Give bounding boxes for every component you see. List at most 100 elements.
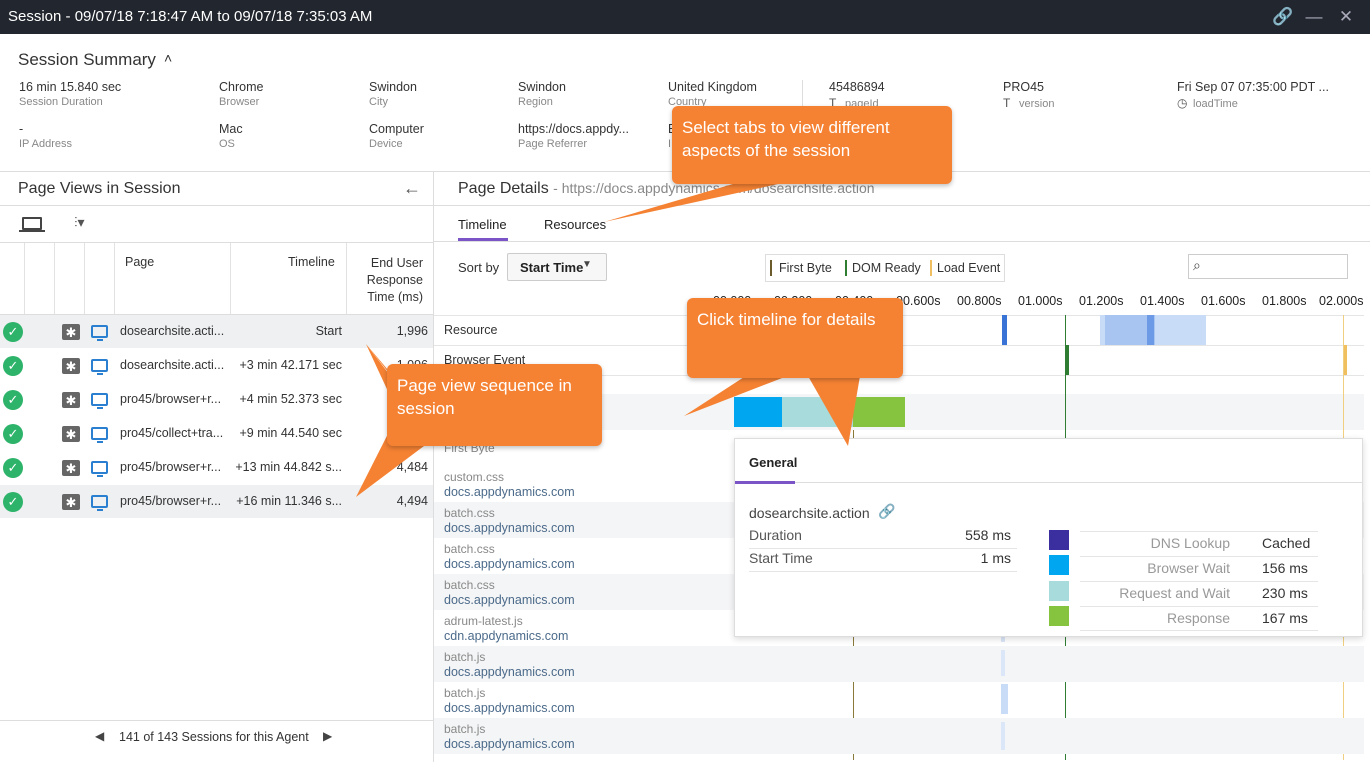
request-color-swatch: [1049, 581, 1069, 601]
resource-row[interactable]: batch.js docs.appdynamics.com: [434, 718, 1364, 754]
close-icon[interactable]: ✕: [1338, 7, 1354, 26]
axis-tick: 01.200s: [1079, 294, 1124, 308]
page-view-row[interactable]: ✓ ✱ pro45/browser+r... +4 min 52.373 sec: [0, 383, 433, 417]
asterisk-icon: ✱: [62, 460, 80, 476]
page-url: - https://docs.appdynamics.com/dosearchs…: [553, 180, 875, 196]
timeline-legend: First Byte DOM Ready Load Event: [765, 254, 1005, 282]
summary-field: Mac OS: [219, 122, 243, 150]
summary-field: Chrome Browser: [219, 80, 264, 108]
text-type-icon: T: [829, 96, 837, 110]
asterisk-icon: ✱: [62, 358, 80, 374]
row-label-resource: Resource: [444, 323, 498, 337]
summary-field: Swindon City: [369, 80, 417, 108]
page-details-header: Page Details - https://docs.appdynamics.…: [458, 180, 875, 198]
timeline-bar-browser-wait[interactable]: [734, 397, 782, 427]
next-page-icon[interactable]: ▶: [323, 729, 333, 743]
success-check-icon: ✓: [3, 390, 23, 410]
summary-field: Computer Device: [369, 122, 424, 150]
tab-resources[interactable]: Resources: [544, 217, 607, 232]
breakdown-row: DNS Lookup Cached: [1080, 531, 1318, 556]
col-header-timeline[interactable]: Timeline: [288, 255, 335, 269]
summary-field: Fri Sep 07 07:35:00 PDT ... ◷ loadTime: [1177, 80, 1329, 110]
link-icon[interactable]: 🔗: [878, 503, 896, 519]
monitor-icon: [91, 495, 108, 511]
active-tab-indicator: [458, 238, 508, 241]
axis-tick: 02.000s: [1319, 294, 1364, 308]
summary-field: https://docs.appdy... Page Referrer: [518, 122, 629, 150]
resource-row[interactable]: batch.js docs.appdynamics.com: [434, 646, 1364, 682]
callout-sequence: Page view sequence in session: [387, 364, 602, 446]
monitor-icon: [91, 359, 108, 375]
clock-icon: ◷: [1177, 96, 1188, 110]
success-check-icon: ✓: [3, 424, 23, 444]
timeline-bar[interactable]: [1002, 315, 1007, 345]
active-tab-indicator: [735, 481, 795, 484]
popup-resource-name: dosearchsite.action: [749, 505, 870, 521]
axis-tick: 00.600s: [896, 294, 941, 308]
text-type-icon: T: [1003, 96, 1011, 110]
resource-row[interactable]: adrum-latest.js cdn.appdynamics.com: [444, 614, 569, 643]
axis-tick: 01.400s: [1140, 294, 1185, 308]
link-icon[interactable]: 🔗: [1272, 7, 1294, 26]
monitor-icon: [91, 461, 108, 477]
summary-field: - IP Address: [19, 122, 72, 150]
chevron-down-icon: ▼: [582, 259, 592, 270]
asterisk-icon: ✱: [62, 494, 80, 510]
asterisk-icon: ✱: [62, 392, 80, 408]
page-view-row[interactable]: ✓ ✱ pro45/collect+tra... +9 min 44.540 s…: [0, 417, 433, 451]
back-arrow-icon[interactable]: ←: [403, 178, 421, 198]
resource-row[interactable]: batch.css docs.appdynamics.com: [444, 542, 575, 571]
summary-field: United Kingdom Country: [668, 80, 757, 108]
success-check-icon: ✓: [3, 458, 23, 478]
monitor-icon: [91, 325, 108, 341]
col-header-response-time[interactable]: End User Response Time (ms): [366, 256, 423, 304]
monitor-icon: [91, 393, 108, 409]
sort-dropdown[interactable]: Start Time ▼: [507, 253, 607, 281]
resource-row[interactable]: batch.js docs.appdynamics.com: [444, 686, 575, 715]
axis-tick: 01.600s: [1201, 294, 1246, 308]
desktop-icon[interactable]: [22, 217, 42, 230]
asterisk-icon: ✱: [62, 324, 80, 340]
minimize-icon[interactable]: —: [1305, 7, 1323, 26]
page-view-row[interactable]: ✓ ✱ dosearchsite.acti... Start 1,996: [0, 315, 433, 349]
dns-color-swatch: [1049, 530, 1069, 550]
page-views-title: Page Views in Session: [18, 180, 181, 197]
breakdown-row: Browser Wait 156 ms: [1080, 556, 1318, 581]
window-title: Session - 09/07/18 7:18:47 AM to 09/07/1…: [8, 8, 373, 25]
search-input[interactable]: ⌕: [1188, 254, 1348, 279]
summary-field: 16 min 15.840 sec Session Duration: [19, 80, 122, 108]
axis-tick: 01.000s: [1018, 294, 1063, 308]
start-time-row: Start Time 1 ms: [749, 550, 1017, 572]
pager-label: 141 of 143 Sessions for this Agent: [119, 730, 309, 744]
search-icon: ⌕: [1193, 257, 1201, 273]
prev-page-icon[interactable]: ◀: [95, 729, 105, 743]
callout-tabs: Select tabs to view different aspects of…: [672, 106, 952, 184]
popup-tab-general[interactable]: General: [749, 455, 798, 470]
browser-wait-color-swatch: [1049, 555, 1069, 575]
monitor-icon: [91, 427, 108, 443]
timing-details-popup: General dosearchsite.action 🔗 Duration 5…: [734, 438, 1363, 637]
breakdown-row: Request and Wait 230 ms: [1080, 581, 1318, 606]
axis-tick: 01.800s: [1262, 294, 1307, 308]
row-label-browser-event: Browser Event: [444, 353, 526, 367]
page-views-panel: Page Views in Session ← ⫶▾ Page Timeline…: [0, 172, 434, 762]
summary-title: Session Summary: [18, 50, 156, 69]
resource-row[interactable]: custom.css docs.appdynamics.com: [444, 470, 575, 499]
sort-label: Sort by: [458, 260, 500, 275]
col-header-page[interactable]: Page: [125, 255, 155, 269]
page-view-row[interactable]: ✓ ✱ pro45/browser+r... +13 min 44.842 s.…: [0, 451, 433, 485]
collapse-chevron-icon[interactable]: ˄: [164, 50, 173, 66]
response-color-swatch: [1049, 606, 1069, 626]
page-view-row[interactable]: ✓ ✱ dosearchsite.acti... +3 min 42.171 s…: [0, 349, 433, 383]
timeline-bar-response[interactable]: [853, 397, 905, 427]
filter-settings-icon[interactable]: ⫶▾: [74, 214, 85, 230]
page-details-title: Page Details: [458, 180, 549, 197]
window-titlebar: Session - 09/07/18 7:18:47 AM to 09/07/1…: [0, 0, 1370, 34]
duration-row: Duration 558 ms: [749, 527, 1017, 549]
callout-timeline: Click timeline for details: [687, 298, 903, 378]
tab-timeline[interactable]: Timeline: [458, 217, 507, 232]
success-check-icon: ✓: [3, 322, 23, 342]
axis-tick: 00.800s: [957, 294, 1002, 308]
breakdown-row: Response 167 ms: [1080, 606, 1318, 631]
